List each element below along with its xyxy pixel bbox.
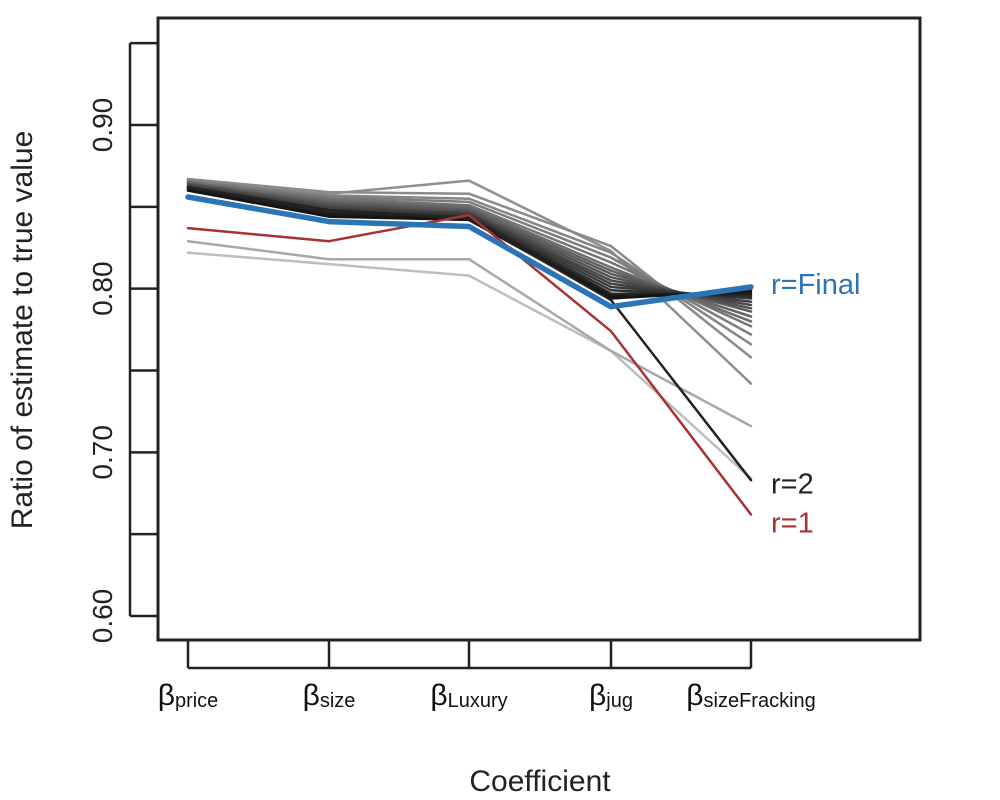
y-tick-label-0: 0.60: [87, 589, 118, 644]
series-label-r-2: r=2: [771, 468, 814, 500]
series-line-4: [186, 239, 753, 428]
x-tick-label-size: βsize: [303, 679, 356, 712]
series-line-r-1: [186, 213, 753, 516]
series-line-r-2: [186, 185, 753, 482]
series-line-r-final: [185, 194, 754, 310]
series-line-21: [186, 189, 753, 300]
x-tick-label-Luxury: βLuxury: [430, 679, 507, 712]
x-tick-label-jug: βjug: [589, 679, 633, 712]
x-axis-title: Coefficient: [469, 765, 611, 798]
annotation-group: r=Final r=2 r=1: [771, 269, 860, 540]
x-axis: βprice βsize βLuxury βjug βsizeFracking: [158, 640, 816, 712]
plot-frame: [156, 16, 922, 642]
y-tick-label-1: 0.70: [87, 425, 118, 480]
series-label-r-1: r=1: [771, 508, 814, 540]
y-tick-label-3: 0.90: [87, 98, 118, 153]
y-tick-label-2: 0.80: [87, 261, 118, 316]
y-axis: 0.60 0.70 0.80 0.90: [87, 41, 158, 644]
series-group: [185, 177, 754, 516]
series-label-r-final: r=Final: [771, 269, 860, 301]
y-axis-title: Ratio of estimate to true value: [6, 131, 39, 530]
x-tick-label-sizeFracking: βsizeFracking: [686, 679, 816, 712]
x-tick-label-price: βprice: [158, 679, 219, 712]
